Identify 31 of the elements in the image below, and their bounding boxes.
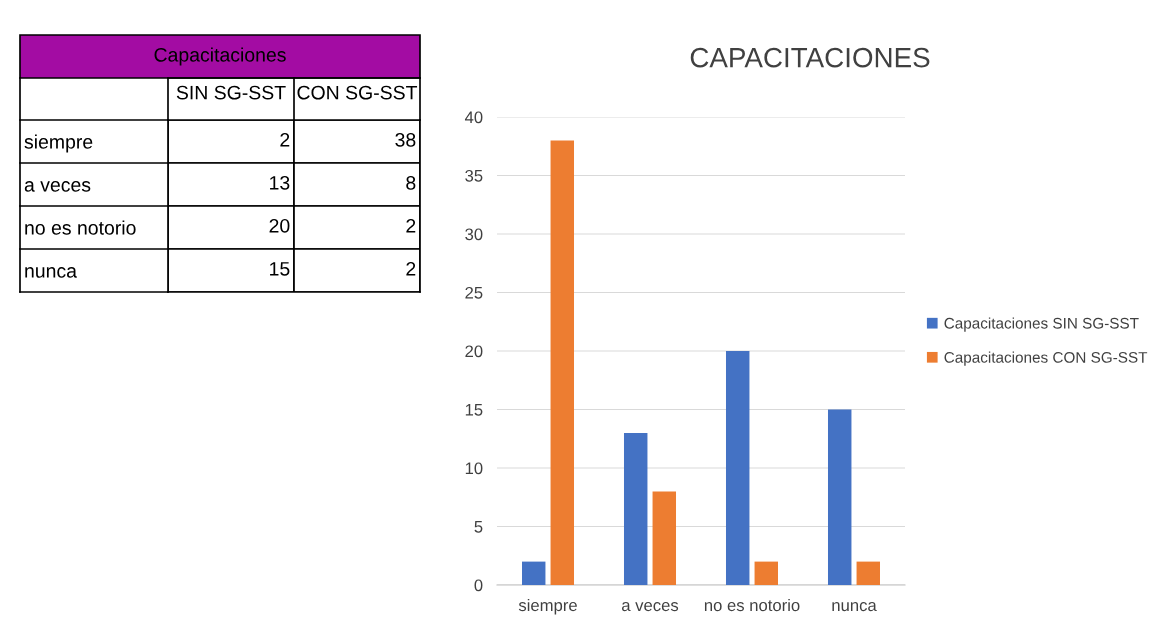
y-tick-label: no es notorio bbox=[25, 220, 136, 235]
legend-label: Capacitaciones CON SG-SST bbox=[944, 351, 1148, 366]
x-tick-label: CON SG-SST bbox=[297, 85, 418, 100]
x-tick-label: a veces bbox=[621, 602, 679, 612]
data-label: 2 bbox=[406, 261, 416, 276]
y-tick-label: 0 bbox=[474, 579, 483, 592]
data-label: 2 bbox=[406, 218, 416, 233]
y-tick-label: 40 bbox=[464, 111, 483, 124]
x-tick-label: no es notorio bbox=[704, 598, 800, 612]
y-tick-label: nunca bbox=[25, 267, 77, 278]
legend-label: Capacitaciones SIN SG-SST bbox=[944, 317, 1139, 332]
data-label: 2 bbox=[280, 132, 290, 147]
y-tick-label: siempre bbox=[24, 134, 93, 153]
data-label: 38 bbox=[395, 132, 416, 147]
data-label: 8 bbox=[406, 175, 416, 190]
y-tick-label: 5 bbox=[474, 521, 483, 533]
y-tick-label: a veces bbox=[24, 181, 91, 192]
y-tick-label: 20 bbox=[465, 345, 483, 358]
x-tick-label: siempre bbox=[518, 598, 577, 615]
y-tick-label: 15 bbox=[465, 404, 483, 416]
y-tick-label: 25 bbox=[465, 286, 483, 299]
data-label: 20 bbox=[269, 218, 290, 233]
data-label: 13 bbox=[270, 175, 290, 190]
y-tick-label: 30 bbox=[465, 228, 483, 241]
x-tick-label: SIN SG-SST bbox=[176, 85, 286, 100]
y-tick-label: 35 bbox=[465, 169, 483, 182]
x-tick-label: nunca bbox=[832, 602, 877, 612]
chart-title: Capacitaciones bbox=[154, 47, 286, 66]
y-tick-label: 10 bbox=[465, 462, 483, 475]
chart-title: CAPACITACIONES bbox=[690, 47, 930, 68]
data-label: 15 bbox=[270, 262, 290, 276]
